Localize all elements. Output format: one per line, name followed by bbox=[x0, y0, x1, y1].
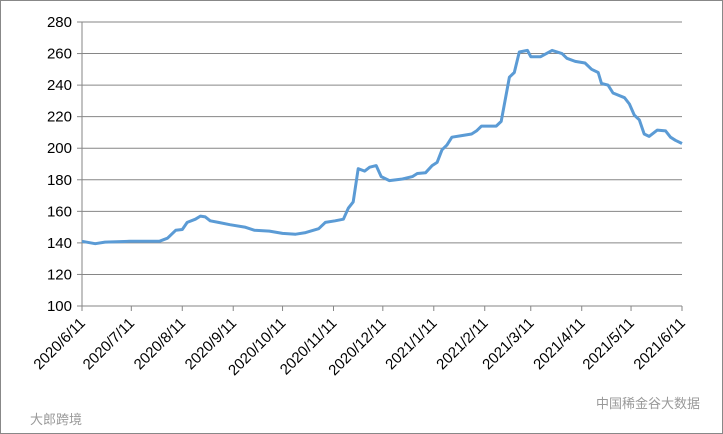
y-tick-label: 100 bbox=[47, 298, 72, 315]
line bbox=[81, 48, 683, 246]
y-tick-label: 120 bbox=[47, 266, 72, 283]
y-tick-label: 200 bbox=[47, 140, 72, 157]
y-tick-label: 260 bbox=[47, 46, 72, 63]
watermark: 中国稀金谷大数据 bbox=[596, 396, 700, 411]
y-tick-label: 180 bbox=[47, 172, 72, 189]
watermark: 大郎跨境 bbox=[30, 412, 82, 427]
y-tick-label: 160 bbox=[47, 203, 72, 220]
y-tick-label: 280 bbox=[47, 14, 72, 31]
y-tick-label: 220 bbox=[47, 109, 72, 126]
y-tick-label: 140 bbox=[47, 235, 72, 252]
y-tick-label: 240 bbox=[47, 77, 72, 94]
